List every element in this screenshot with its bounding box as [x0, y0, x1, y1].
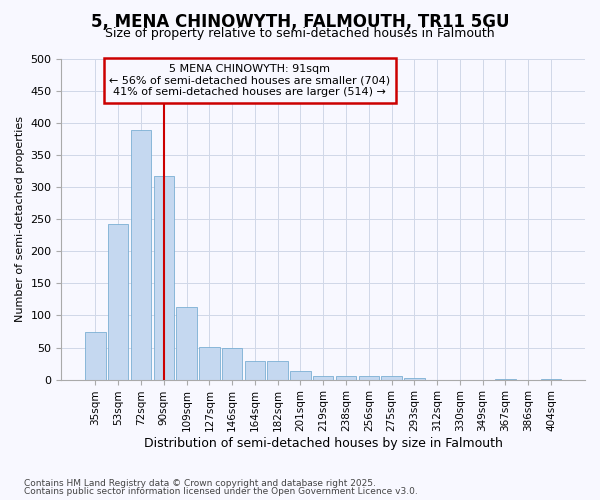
Bar: [108, 224, 128, 380]
Text: 5 MENA CHINOWYTH: 91sqm
← 56% of semi-detached houses are smaller (704)
41% of s: 5 MENA CHINOWYTH: 91sqm ← 56% of semi-de…: [109, 64, 391, 97]
Bar: [290, 370, 311, 380]
X-axis label: Distribution of semi-detached houses by size in Falmouth: Distribution of semi-detached houses by …: [144, 437, 503, 450]
Text: Size of property relative to semi-detached houses in Falmouth: Size of property relative to semi-detach…: [105, 28, 495, 40]
Bar: [268, 361, 288, 380]
Bar: [404, 378, 425, 380]
Bar: [381, 376, 402, 380]
Bar: [199, 347, 220, 380]
Y-axis label: Number of semi-detached properties: Number of semi-detached properties: [15, 116, 25, 322]
Bar: [154, 176, 174, 380]
Bar: [176, 306, 197, 380]
Bar: [245, 361, 265, 380]
Bar: [541, 379, 561, 380]
Bar: [85, 332, 106, 380]
Bar: [359, 376, 379, 380]
Text: Contains HM Land Registry data © Crown copyright and database right 2025.: Contains HM Land Registry data © Crown c…: [24, 478, 376, 488]
Bar: [313, 376, 334, 380]
Text: Contains public sector information licensed under the Open Government Licence v3: Contains public sector information licen…: [24, 487, 418, 496]
Text: 5, MENA CHINOWYTH, FALMOUTH, TR11 5GU: 5, MENA CHINOWYTH, FALMOUTH, TR11 5GU: [91, 12, 509, 30]
Bar: [131, 130, 151, 380]
Bar: [495, 379, 515, 380]
Bar: [336, 376, 356, 380]
Bar: [222, 348, 242, 380]
